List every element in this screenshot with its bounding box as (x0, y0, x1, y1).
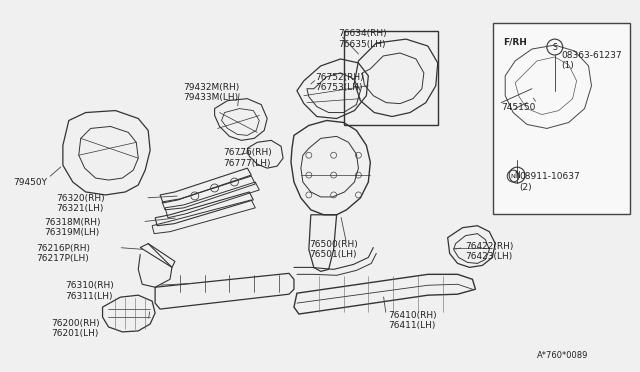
Text: 76410(RH)
76411(LH): 76410(RH) 76411(LH) (388, 311, 436, 330)
Text: 76634(RH)
76635(LH): 76634(RH) 76635(LH) (339, 29, 387, 49)
Text: 08911-10637
(2): 08911-10637 (2) (519, 172, 580, 192)
Text: N: N (514, 171, 520, 180)
Text: 79432M(RH)
79433M(LH): 79432M(RH) 79433M(LH) (183, 83, 239, 102)
Text: 79450Y: 79450Y (13, 178, 47, 187)
Text: A*760*0089: A*760*0089 (537, 351, 588, 360)
Bar (493, 23, 630, 214)
Text: 76200(RH)
76201(LH): 76200(RH) 76201(LH) (51, 319, 100, 339)
Text: F/RH: F/RH (503, 37, 527, 46)
Text: S: S (552, 42, 557, 52)
Text: 76752(RH)
76753(LH): 76752(RH) 76753(LH) (315, 73, 364, 92)
Text: 76500(RH)
76501(LH): 76500(RH) 76501(LH) (309, 240, 358, 259)
Text: 08363-61237
(1): 08363-61237 (1) (562, 51, 622, 70)
Text: 745150: 745150 (501, 103, 536, 112)
Text: 76320(RH)
76321(LH): 76320(RH) 76321(LH) (56, 194, 104, 213)
Text: 76776(RH)
76777(LH): 76776(RH) 76777(LH) (223, 148, 272, 168)
Text: 76216P(RH)
76217P(LH): 76216P(RH) 76217P(LH) (36, 244, 90, 263)
Text: 76318M(RH)
76319M(LH): 76318M(RH) 76319M(LH) (44, 218, 100, 237)
Text: 76310(RH)
76311(LH): 76310(RH) 76311(LH) (65, 281, 114, 301)
Text: 76422(RH)
76423(LH): 76422(RH) 76423(LH) (465, 241, 514, 261)
Text: N: N (511, 174, 515, 179)
